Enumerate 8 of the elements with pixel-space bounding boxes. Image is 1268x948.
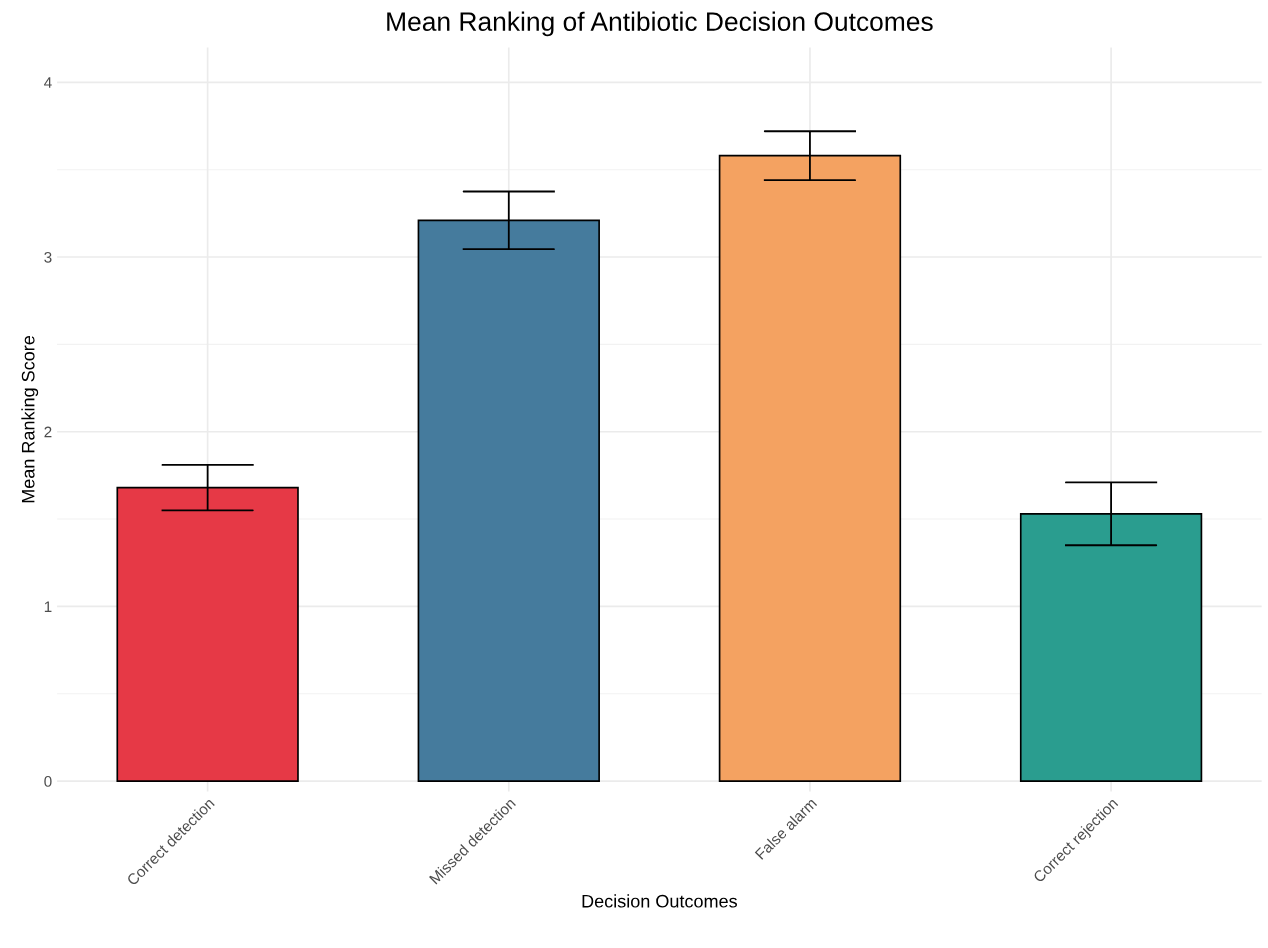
- y-tick-label: 0: [44, 775, 52, 787]
- y-tick-label: 1: [44, 601, 52, 612]
- y-tick-label: 3: [44, 251, 52, 263]
- y-tick-label: 2: [44, 426, 52, 438]
- chart-title: Mean Ranking of Antibiotic Decision Outcomes: [387, 11, 933, 37]
- y-tick-label: 4: [44, 77, 52, 88]
- x-axis-title: Decision Outcomes: [582, 894, 737, 908]
- y-axis-title: Mean Ranking Score: [21, 335, 39, 503]
